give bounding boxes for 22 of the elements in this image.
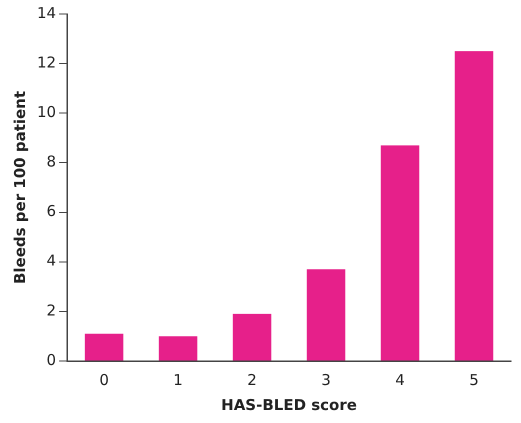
y-tick-label: 4	[46, 252, 56, 270]
x-tick-label: 3	[321, 370, 331, 389]
bar	[306, 269, 346, 360]
x-tick-label: 5	[469, 370, 479, 389]
x-tick-label: 2	[247, 370, 257, 389]
y-tick-label: 2	[46, 301, 56, 320]
y-axis-title: Bleeds per 100 patient	[10, 90, 29, 284]
bar	[232, 314, 272, 360]
bar	[158, 336, 198, 360]
y-tick-label: 8	[46, 152, 56, 171]
y-tick-label: 0	[46, 350, 56, 369]
y-tick-label: 10	[36, 103, 56, 122]
bar	[380, 145, 420, 360]
y-tick-label: 12	[36, 53, 56, 72]
x-tick-label: 4	[395, 370, 405, 389]
x-axis-title: HAS-BLED score	[221, 396, 357, 414]
y-tick-label: 6	[46, 202, 56, 220]
y-tick-label: 14	[36, 4, 56, 22]
x-tick-label: 0	[99, 370, 109, 389]
bar	[84, 334, 124, 360]
bar	[454, 51, 494, 360]
x-tick-label: 1	[173, 370, 183, 389]
